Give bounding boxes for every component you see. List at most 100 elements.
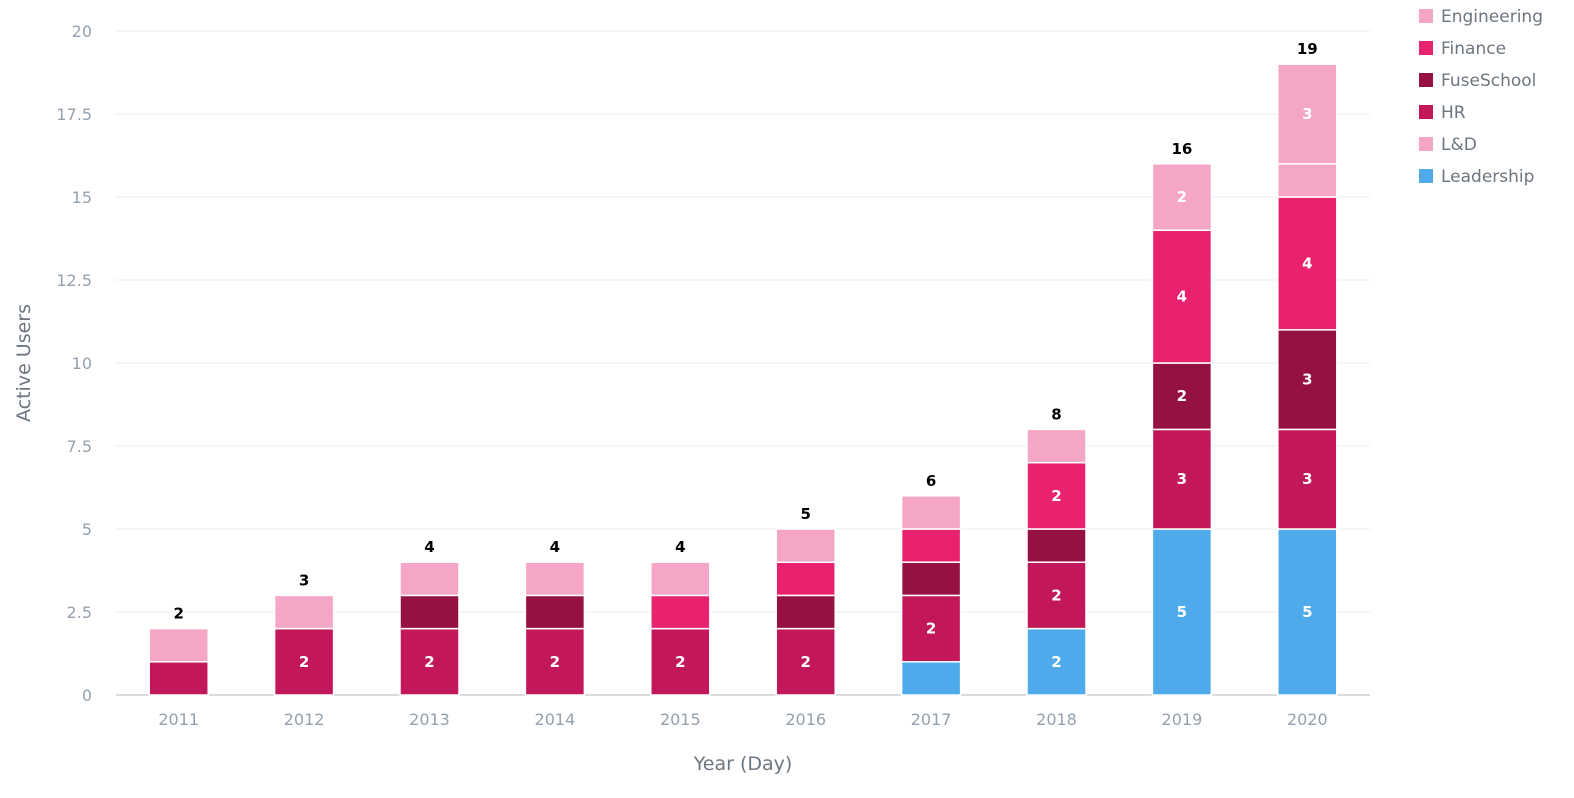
bar-segment-ld-2011	[148, 627, 209, 663]
total-label: 16	[1171, 140, 1192, 158]
x-axis: 2011 2012 2013 2014 2015 2016 2017 2018 2019 2020	[158, 710, 1327, 729]
y-tick-label: 0	[82, 686, 92, 705]
bar-segment-hr-2013	[399, 627, 460, 696]
bar-segment-ld-2017	[900, 495, 962, 530]
data-label: 2	[1051, 653, 1061, 671]
x-tick-label: 2017	[911, 710, 952, 729]
bar-segment-leadership-2017	[900, 661, 962, 696]
bar-segment-leadership-2019	[1151, 528, 1213, 696]
y-tick-label: 2.5	[67, 603, 92, 622]
bar-segment-ld-2015	[650, 561, 711, 597]
legend-label: FuseSchool	[1441, 71, 1536, 91]
total-label: 6	[926, 472, 936, 490]
bar-segment-ld-2019	[1151, 163, 1213, 231]
x-tick-label: 2013	[409, 710, 450, 729]
legend-item-hr[interactable]: HR	[1419, 103, 1466, 123]
total-label: 8	[1051, 405, 1061, 423]
y-tick-label: 7.5	[67, 437, 92, 456]
bars: 2 2 3 2 4 2 4 2 4 2 5 2 6 2 2 2 8 5 3 2 4 2 16 5 3 3 4 3 19	[148, 40, 1338, 696]
legend-item-fuseschool[interactable]: FuseSchool	[1419, 71, 1536, 91]
x-axis-title: Year (Day)	[693, 753, 793, 775]
data-label: 2	[800, 653, 810, 671]
data-label: 5	[1177, 603, 1187, 621]
bar-segment-finance-2017	[900, 528, 962, 563]
bar-segment-fuseschool-2020	[1277, 329, 1338, 431]
x-tick-label: 2016	[785, 710, 826, 729]
total-label: 2	[173, 605, 183, 623]
legend: Engineering Finance FuseSchool HR L&D Leaders…	[1419, 7, 1543, 187]
bar-segment-fuseschool-2019	[1151, 362, 1213, 431]
y-tick-label: 15	[72, 188, 92, 207]
bar-segment-finance-2020	[1277, 196, 1338, 331]
bar-segment-hr-2017	[900, 594, 962, 663]
data-label: 3	[1302, 371, 1312, 389]
legend-swatch	[1419, 9, 1433, 23]
legend-item-ld[interactable]: L&D	[1419, 135, 1477, 155]
data-label: 5	[1302, 603, 1312, 621]
bar-segment-fuseschool-2017	[900, 561, 962, 597]
bar-segment-ld-2012	[273, 594, 335, 630]
legend-item-finance[interactable]: Finance	[1419, 39, 1506, 59]
data-label: 2	[926, 620, 936, 638]
bar-segment-ld-2016	[775, 528, 836, 563]
data-label: 2	[1051, 487, 1061, 505]
bar-segment-hr-2020	[1277, 428, 1338, 530]
x-tick-label: 2015	[660, 710, 701, 729]
bar-segment-hr-2011	[148, 661, 209, 696]
data-label: 2	[550, 653, 560, 671]
total-label: 4	[550, 538, 560, 556]
bar-segment-fuseschool-2018	[1026, 528, 1087, 563]
y-tick-label: 12.5	[56, 271, 92, 290]
x-tick-label: 2020	[1287, 710, 1328, 729]
legend-label: Engineering	[1441, 7, 1543, 27]
bar-segment-ld-2018	[1026, 428, 1087, 464]
legend-label: L&D	[1441, 135, 1477, 155]
y-axis: 0 2.5 5 7.5 10 12.5 15 17.5 20	[56, 22, 92, 705]
y-tick-label: 10	[72, 354, 92, 373]
legend-item-leadership[interactable]: Leadership	[1419, 167, 1534, 187]
bar-segment-finance-2016	[775, 561, 836, 597]
legend-item-engineering[interactable]: Engineering	[1419, 7, 1543, 27]
y-axis-title: Active Users	[13, 304, 35, 422]
bar-segment-finance-2015	[650, 594, 711, 630]
data-label: 2	[299, 653, 309, 671]
data-label: 2	[675, 653, 685, 671]
bar-segment-leadership-2020	[1277, 528, 1338, 696]
bar-segment-hr-2018	[1026, 561, 1087, 630]
legend-label: Finance	[1441, 39, 1506, 59]
total-label: 5	[800, 505, 810, 523]
legend-swatch	[1419, 73, 1433, 87]
y-tick-label: 5	[82, 520, 92, 539]
bar-segment-ld-2013	[399, 561, 460, 597]
data-label: 3	[1302, 470, 1312, 488]
bar-segment-hr-2015	[650, 627, 711, 696]
total-label: 4	[424, 538, 434, 556]
data-label: 3	[1302, 105, 1312, 123]
data-label: 4	[1302, 254, 1312, 272]
data-label: 2	[424, 653, 434, 671]
bar-segment-fuseschool-2016	[775, 594, 836, 630]
bar-segment-finance-2018	[1026, 461, 1087, 530]
data-label: 2	[1177, 188, 1187, 206]
x-tick-label: 2011	[158, 710, 199, 729]
legend-swatch	[1419, 169, 1433, 183]
legend-label: Leadership	[1441, 167, 1534, 187]
total-label: 19	[1297, 40, 1318, 58]
legend-swatch	[1419, 105, 1433, 119]
data-label: 2	[1051, 586, 1061, 604]
data-label: 3	[1177, 470, 1187, 488]
x-tick-label: 2018	[1036, 710, 1077, 729]
legend-swatch	[1419, 137, 1433, 151]
bar-segment-fuseschool-2014	[524, 594, 586, 630]
total-label: 3	[299, 571, 309, 589]
legend-swatch	[1419, 41, 1433, 55]
data-label: 4	[1177, 288, 1187, 306]
bar-segment-ld-2014	[524, 561, 586, 597]
data-label: 2	[1177, 387, 1187, 405]
y-tick-label: 17.5	[56, 105, 92, 124]
x-tick-label: 2014	[535, 710, 576, 729]
y-tick-label: 20	[72, 22, 92, 41]
bar-segment-fuseschool-2013	[399, 594, 460, 630]
total-label: 4	[675, 538, 685, 556]
